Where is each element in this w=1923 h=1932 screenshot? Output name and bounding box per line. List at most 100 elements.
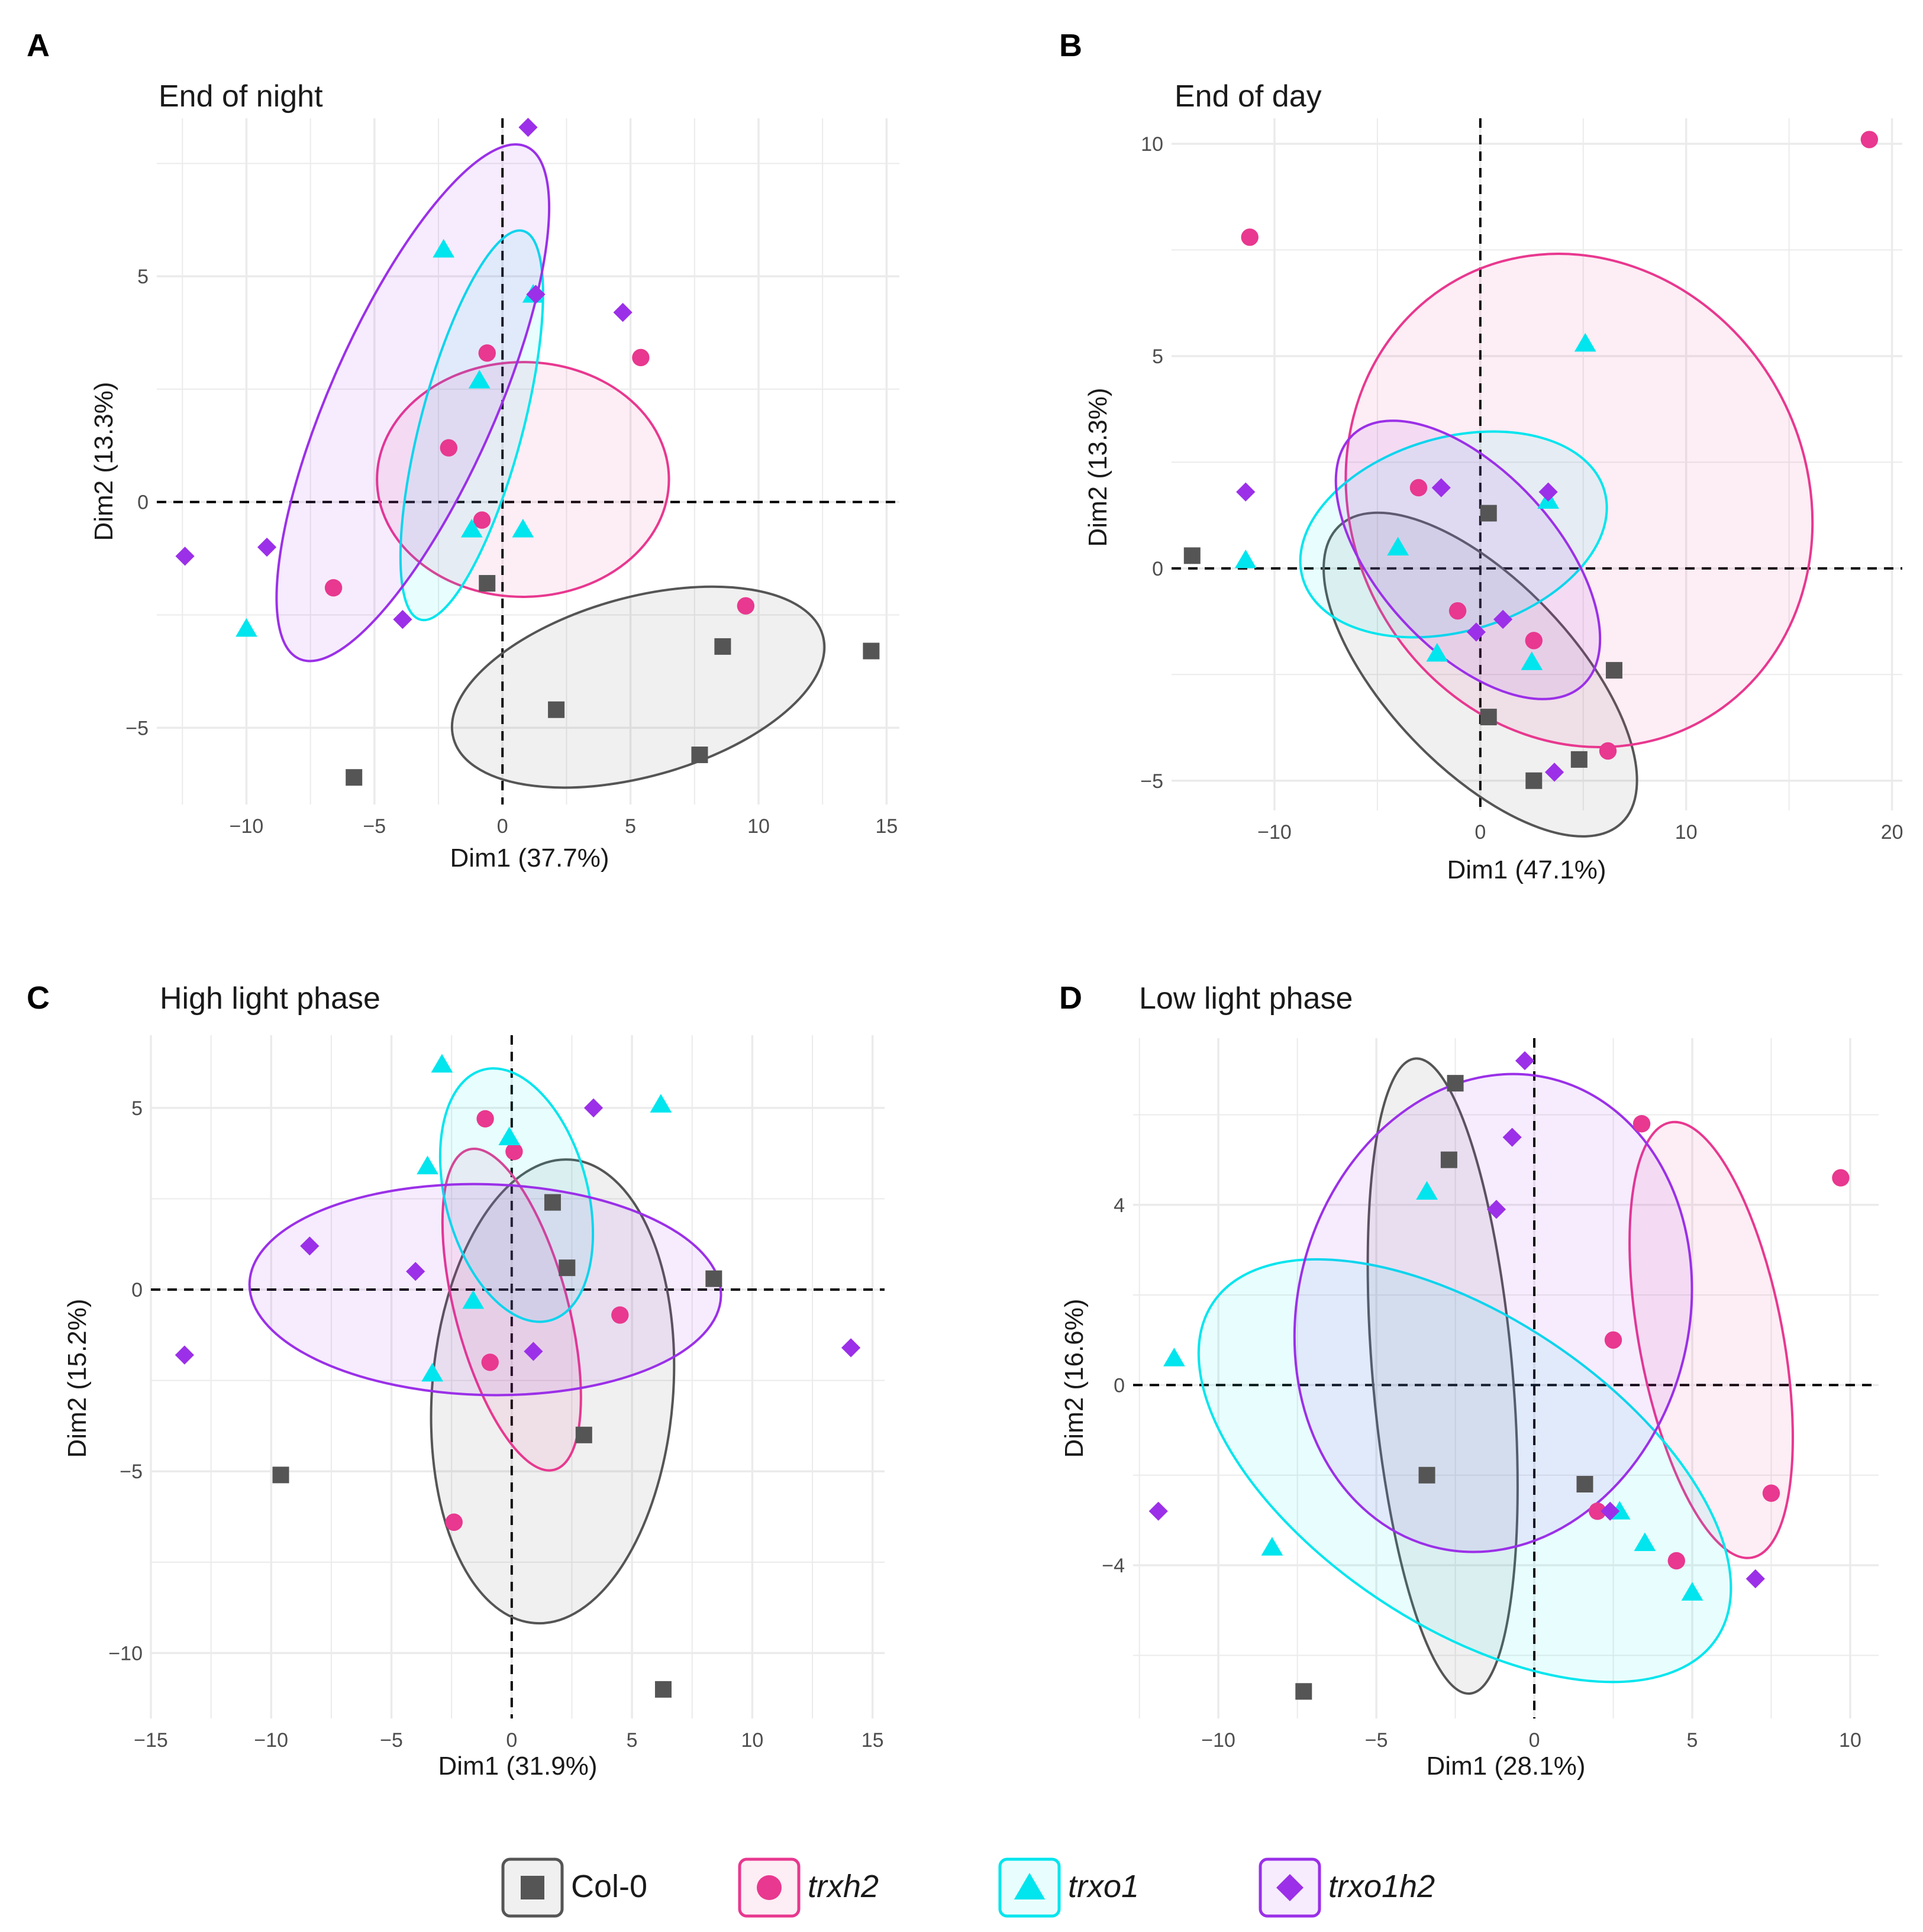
ellipse-trxo1h2 [1293,1072,1693,1553]
point-trxo1h2 [524,1342,543,1361]
point-col-0 [654,1681,672,1698]
ellipse-trxo1 [1197,1258,1732,1684]
panel-title: End of day [1175,79,1322,114]
point-trxo1 [1416,1181,1438,1200]
y-axis-label: Dim2 (15.2%) [63,1299,92,1458]
legend-label-trxo1: trxo1 [1068,1869,1139,1904]
point-col-0 [479,575,496,592]
point-col-0 [1295,1683,1312,1700]
point-trxo1 [1261,1537,1283,1556]
ellipse-col-0 [450,585,826,789]
ellipse-trxo1h2 [248,1183,722,1397]
point-trxo1h2 [526,285,546,304]
point-trxh2 [1448,602,1467,620]
x-tick-label: 10 [747,815,770,838]
legend-label-col-0: Col-0 [571,1869,647,1904]
point-col-0 [1570,751,1588,768]
point-trxo1 [1681,1582,1703,1601]
x-tick-label: −10 [1201,1729,1235,1752]
point-trxh2 [1632,1115,1651,1133]
point-trxo1 [1163,1348,1185,1366]
point-trxh2 [1762,1484,1780,1502]
ellipse-trxo1 [438,1067,595,1323]
y-tick-label: 0 [137,492,149,514]
point-trxo1 [1426,642,1448,662]
x-tick-label: 0 [1529,1729,1540,1752]
x-tick-label: −10 [1257,821,1292,844]
x-tick-label: 0 [497,815,508,838]
point-trxo1 [1574,332,1596,352]
y-tick-label: 5 [1152,345,1163,368]
point-trxh2 [632,348,650,367]
point-col-0 [1183,547,1201,564]
y-tick-label: −10 [108,1642,143,1665]
point-trxh2 [473,511,491,529]
panel-letter: C [27,980,50,1016]
ellipse-trxh2 [1344,253,1814,748]
point-trxo1h2 [1745,1569,1765,1589]
x-axis-label: Dim1 (28.1%) [1427,1752,1586,1781]
legend-label-trxh2: trxh2 [808,1869,879,1904]
point-trxo1 [421,1362,444,1382]
y-tick-label: −5 [120,1461,143,1483]
point-trxh2 [1409,479,1428,497]
point-trxo1h2 [1515,1051,1535,1071]
legend: Col-0 trxh2 trxo1 trxo1h2 [501,1857,1435,1918]
point-trxh2 [1599,742,1617,760]
point-trxh2 [1667,1552,1686,1570]
point-trxo1 [1387,537,1409,555]
y-tick-label: −4 [1102,1555,1125,1577]
x-tick-label: 10 [1675,821,1698,844]
panel-b: −10 0 10 20 −5 0 5 10 B End of day Dim1 (47.1%) Dim… [1059,28,1903,884]
panel-letter: D [1059,980,1082,1016]
point-trxo1h2 [518,118,538,137]
point-trxh2 [440,439,458,457]
point-trxo1 [1234,550,1257,568]
point-trxo1h2 [1601,1501,1620,1521]
x-tick-label: 15 [875,815,898,838]
x-axis-label: Dim1 (37.7%) [450,844,609,873]
point-trxh2 [1860,131,1879,148]
point-trxo1 [417,1155,438,1175]
point-trxh2 [1832,1169,1850,1187]
y-axis-label: Dim2 (13.3%) [1083,388,1112,547]
point-trxo1 [235,618,257,637]
point-trxo1 [1634,1532,1656,1551]
point-col-0 [691,747,708,764]
panel-letter: B [1059,28,1082,63]
point-trxo1 [650,1094,672,1113]
x-tick-label: 5 [1687,1729,1698,1752]
x-tick-label: −10 [230,815,264,838]
ellipse-trxh2 [376,361,670,598]
point-trxo1 [498,1126,521,1146]
y-tick-label: 0 [131,1279,143,1301]
y-tick-label: 5 [137,266,149,288]
x-tick-label: 20 [1881,821,1903,844]
x-tick-label: −5 [363,815,386,838]
point-trxo1h2 [175,547,195,566]
point-trxo1 [460,518,483,538]
point-col-0 [548,701,565,718]
point-trxh2 [1525,632,1543,650]
point-trxh2 [737,597,755,615]
panel-title: Low light phase [1139,981,1353,1016]
point-col-0 [1480,505,1497,522]
panel-letter: A [27,28,50,63]
point-col-0 [1525,772,1543,789]
point-trxo1h2 [841,1338,861,1358]
point-trxo1h2 [1493,609,1513,629]
point-col-0 [1605,662,1622,679]
y-axis-label: Dim2 (13.3%) [89,382,118,541]
x-axis-label: Dim1 (31.9%) [438,1752,598,1781]
point-trxo1h2 [175,1345,195,1365]
point-col-0 [544,1194,561,1211]
x-axis-label: Dim1 (47.1%) [1447,855,1606,884]
y-tick-label: 4 [1114,1194,1125,1217]
point-col-0 [714,638,731,655]
ellipse-col-0 [1322,511,1638,838]
point-col-0 [1576,1475,1593,1492]
x-tick-label: −5 [380,1729,403,1752]
point-trxo1h2 [583,1098,604,1117]
point-trxh2 [324,579,343,597]
y-tick-label: 0 [1114,1374,1125,1397]
